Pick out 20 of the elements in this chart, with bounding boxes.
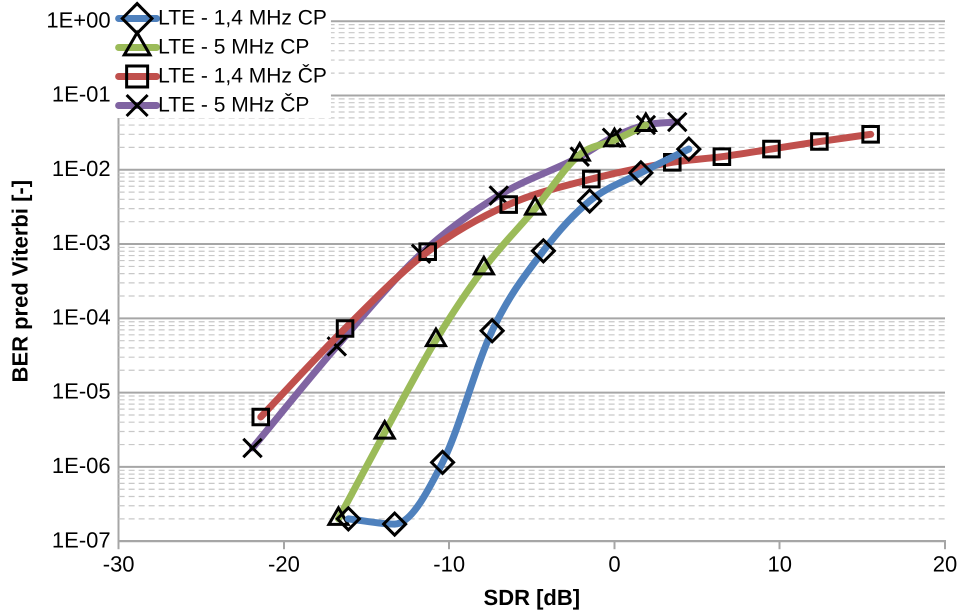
y-tick-label: 1E+00 (46, 7, 111, 32)
y-tick-label: 1E-05 (52, 378, 111, 404)
x-tick-label: 0 (608, 551, 621, 576)
y-axis-title: BER pred Viterbi [-] (7, 180, 32, 382)
y-tick-label: 1E-03 (52, 230, 111, 256)
legend-label: LTE - 1,4 MHz CP (158, 6, 327, 30)
y-tick-label: 1E-02 (52, 156, 111, 181)
legend-label: LTE - 1,4 MHz ČP (158, 63, 327, 88)
x-tick-label: 20 (932, 551, 958, 576)
y-tick-label: 1E-06 (52, 452, 111, 478)
x-tick-label: -20 (268, 551, 300, 576)
y-tick-label: 1E-04 (52, 304, 111, 330)
x-tick-label: -10 (433, 551, 466, 576)
x-axis-title: SDR [dB] (484, 584, 580, 610)
x-tick-label: -30 (102, 551, 135, 576)
y-tick-label: 1E-01 (52, 82, 111, 107)
legend-label: LTE - 5 MHz ČP (158, 92, 310, 116)
legend-label: LTE - 5 MHz CP (158, 35, 310, 58)
x-tick-label: 10 (767, 551, 792, 576)
y-tick-label: 1E-07 (52, 527, 111, 552)
